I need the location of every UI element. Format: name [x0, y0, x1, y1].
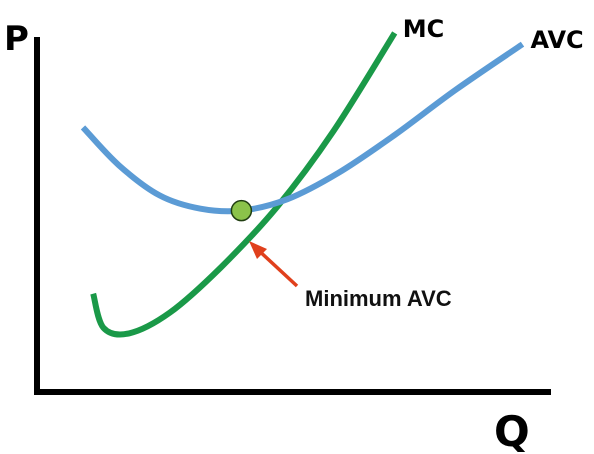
series-line-avc	[80, 41, 525, 215]
point-layer	[230, 199, 253, 222]
minimum-avc-annotation: Minimum AVC	[305, 286, 452, 311]
series-label-avc: AVC	[531, 26, 584, 54]
annotation-arrow-head	[249, 241, 267, 259]
annotation-arrow-shaft	[254, 246, 299, 288]
y-axis-label: P	[4, 19, 29, 59]
series-label-mc: MC	[403, 15, 445, 43]
series-layer: MC AVC	[80, 15, 584, 338]
minimum-avc-point	[230, 199, 253, 222]
x-axis-label: Q	[494, 407, 530, 454]
series-line-mc	[90, 31, 398, 338]
